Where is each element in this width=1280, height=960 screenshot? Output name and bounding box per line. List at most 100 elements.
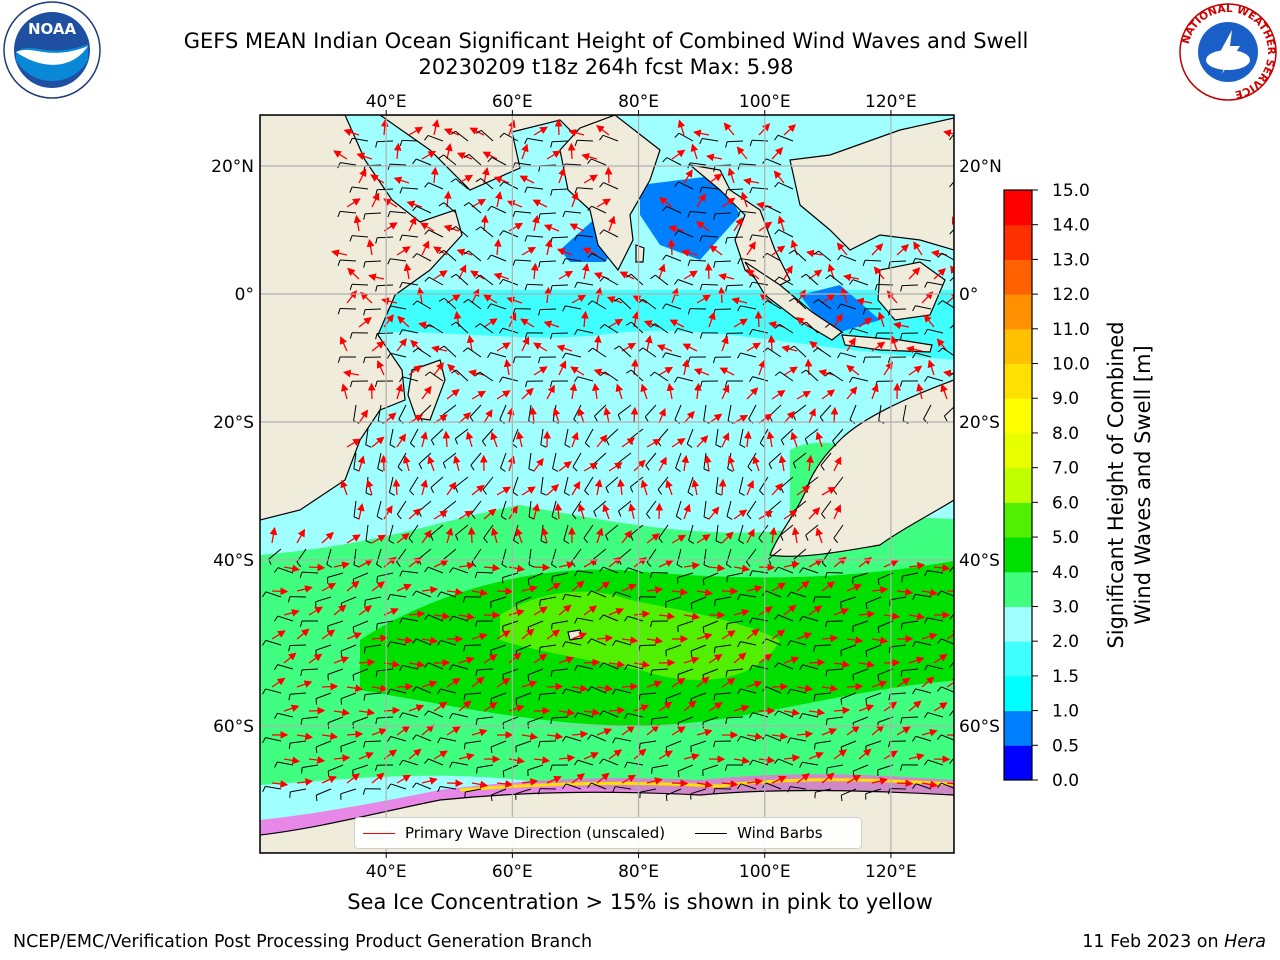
wind-barb-flag bbox=[788, 249, 795, 254]
wind-barb-flag bbox=[424, 324, 430, 329]
wave-arrow bbox=[283, 704, 300, 713]
wind-barb bbox=[752, 234, 769, 238]
wave-arrow bbox=[521, 246, 537, 256]
wave-arrow bbox=[508, 756, 526, 765]
lat-tick-label: 20°N bbox=[959, 157, 1002, 177]
wind-barb bbox=[618, 452, 632, 464]
wave-arrow bbox=[571, 480, 581, 496]
wave-arrow bbox=[408, 508, 422, 520]
wave-arrow bbox=[321, 531, 334, 544]
wind-barb-flag bbox=[274, 664, 279, 671]
wind-barb bbox=[277, 567, 294, 574]
wind-barb-flag bbox=[573, 418, 579, 424]
wind-barb bbox=[740, 210, 757, 214]
wind-barb-flag bbox=[649, 572, 653, 579]
wave-arrow bbox=[946, 292, 954, 304]
wave-arrow bbox=[321, 582, 337, 592]
wave-arrow bbox=[696, 632, 713, 641]
wind-barb bbox=[805, 476, 819, 488]
wind-barb bbox=[593, 548, 607, 560]
wave-arrow bbox=[696, 676, 710, 688]
wind-barb bbox=[840, 692, 857, 700]
wind-barb bbox=[630, 321, 644, 334]
wave-arrow bbox=[719, 367, 735, 376]
wind-barb bbox=[429, 324, 444, 334]
wind-barb bbox=[443, 548, 457, 560]
wave-arrow bbox=[442, 430, 451, 448]
wind-barb bbox=[829, 371, 844, 382]
wave-arrow bbox=[406, 200, 423, 209]
wind-barb bbox=[502, 620, 519, 627]
wind-barb bbox=[645, 452, 657, 466]
wind-barb bbox=[688, 524, 694, 541]
wave-arrow bbox=[468, 369, 485, 377]
wave-arrow bbox=[766, 430, 775, 448]
wave-arrow bbox=[358, 316, 372, 328]
wind-barb-flag bbox=[599, 135, 604, 141]
wave-arrow bbox=[583, 752, 599, 760]
wind-barb bbox=[377, 716, 394, 719]
wave-arrow bbox=[690, 143, 699, 160]
wave-arrow bbox=[896, 779, 914, 788]
lon-tick-label: 80°E bbox=[618, 92, 659, 112]
wind-barb-flag bbox=[412, 300, 418, 306]
wave-arrow bbox=[746, 268, 760, 280]
wave-arrow bbox=[708, 506, 720, 520]
wave-arrow bbox=[683, 612, 701, 621]
wave-arrow bbox=[580, 310, 589, 328]
wind-barb bbox=[604, 324, 619, 334]
wind-barb-flag bbox=[574, 759, 579, 766]
wind-barb-flag bbox=[552, 468, 559, 472]
wind-barb-flag bbox=[337, 162, 341, 169]
wave-arrow bbox=[708, 702, 723, 712]
wave-arrow bbox=[556, 344, 573, 353]
wind-barb bbox=[490, 692, 507, 700]
wind-barb-flag bbox=[674, 181, 680, 187]
wind-barb bbox=[402, 570, 419, 574]
wind-barb-flag bbox=[449, 761, 453, 768]
wind-barb bbox=[428, 710, 444, 718]
colorbar-segment bbox=[1004, 502, 1032, 538]
wind-barb-flag bbox=[924, 759, 929, 766]
wind-barb bbox=[527, 137, 544, 142]
wind-barb bbox=[591, 686, 607, 694]
wind-barb-flag bbox=[725, 717, 728, 724]
wave-arrow bbox=[833, 608, 850, 616]
wind-barb-flag bbox=[474, 572, 478, 579]
wind-barb bbox=[766, 638, 782, 646]
wind-barb-flag bbox=[424, 566, 429, 573]
wind-barb-flag bbox=[599, 710, 604, 716]
wave-arrow bbox=[408, 126, 424, 136]
wind-barb-flag bbox=[562, 641, 566, 648]
wave-arrow bbox=[483, 702, 498, 712]
wind-barb-flag bbox=[438, 154, 444, 159]
wave-arrow bbox=[908, 753, 925, 761]
wave-arrow bbox=[346, 438, 361, 448]
wind-barb bbox=[889, 787, 907, 790]
wind-barb-flag bbox=[837, 254, 842, 261]
wave-arrow bbox=[771, 245, 786, 256]
wave-arrow bbox=[571, 773, 585, 784]
wind-barb-flag bbox=[349, 284, 353, 291]
wind-barb-flag bbox=[574, 617, 578, 624]
wind-barb bbox=[793, 297, 807, 310]
wind-barb-flag bbox=[528, 468, 535, 472]
wind-barb bbox=[676, 548, 682, 565]
wind-barb bbox=[573, 404, 582, 420]
wave-arrow bbox=[546, 629, 561, 640]
wind-barb-flag bbox=[587, 347, 594, 353]
wind-barb bbox=[365, 644, 382, 648]
wave-arrow bbox=[758, 563, 776, 572]
wind-barb bbox=[815, 692, 832, 696]
wind-barb-flag bbox=[646, 561, 652, 568]
wave-arrow bbox=[658, 456, 667, 472]
wind-barb bbox=[902, 404, 907, 421]
wind-barb-flag bbox=[646, 513, 651, 519]
wave-arrow bbox=[846, 337, 856, 352]
wind-barb bbox=[417, 347, 432, 358]
wind-barb bbox=[490, 352, 507, 358]
wind-barb-flag bbox=[899, 764, 903, 771]
wave-arrow bbox=[959, 611, 973, 615]
wave-arrow bbox=[621, 774, 637, 784]
wind-barb-flag bbox=[888, 646, 891, 654]
